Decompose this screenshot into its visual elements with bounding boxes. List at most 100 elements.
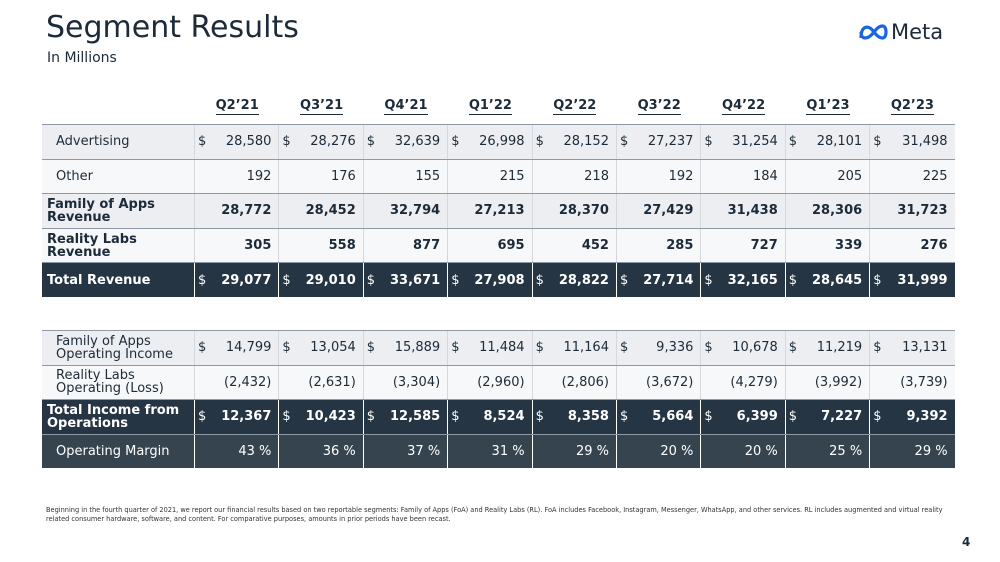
- value: 276: [920, 238, 948, 254]
- value-cell: $11,219: [786, 331, 871, 365]
- currency-symbol: $: [788, 272, 798, 288]
- value-cell: $12,585: [364, 400, 449, 434]
- currency-symbol: $: [788, 134, 798, 150]
- table-row: Advertising $28,580 $28,276 $32,639 $26,998 $…: [42, 124, 955, 159]
- row-label-cell: Reality Labs Revenue: [42, 228, 195, 263]
- value: 31,254: [732, 134, 778, 150]
- value: 10,678: [732, 340, 778, 356]
- value: 339: [835, 238, 863, 254]
- value: 6,399: [736, 409, 778, 425]
- row-label-cell: Family of Apps Operating Income: [42, 331, 195, 365]
- value-cell: 276: [870, 229, 954, 263]
- value-cell: 305: [195, 228, 280, 263]
- value: 285: [666, 238, 694, 254]
- value-cell: (3,304): [364, 365, 449, 400]
- currency-symbol: $: [198, 272, 207, 288]
- value: 28,772: [221, 203, 272, 219]
- value-cell: $28,101: [786, 125, 871, 159]
- value-cell: 695: [448, 228, 533, 263]
- row-label: Operations: [47, 415, 128, 431]
- value-cell: $6,399: [701, 400, 786, 434]
- value: 558: [328, 238, 356, 254]
- value-cell: 29 %: [870, 435, 954, 469]
- value: 176: [330, 168, 356, 184]
- currency-symbol: $: [451, 340, 460, 356]
- value-cell: 31,438: [701, 194, 786, 228]
- value: 12,367: [221, 409, 272, 425]
- column-header-text: Q2’22: [553, 98, 597, 115]
- currency-symbol: $: [788, 340, 798, 356]
- value-cell: 285: [617, 228, 702, 263]
- value: 13,131: [902, 340, 948, 356]
- value: (3,739): [900, 374, 948, 390]
- column-header-text: Q2’23: [890, 98, 934, 115]
- value: 29 %: [575, 444, 609, 460]
- value: 28,276: [310, 134, 356, 150]
- value: 31,498: [902, 134, 948, 150]
- value: 192: [668, 168, 694, 184]
- row-label: Operating Income: [56, 346, 173, 362]
- currency-symbol: $: [873, 340, 882, 356]
- column-header-text: Q3’21: [300, 98, 344, 115]
- value: 8,358: [567, 409, 609, 425]
- currency-symbol: $: [282, 134, 291, 150]
- value: 28,822: [558, 272, 609, 288]
- footnote: Beginning in the fourth quarter of 2021,…: [46, 506, 943, 523]
- value-cell: $28,645: [786, 263, 871, 297]
- value-cell: 29 %: [533, 434, 617, 469]
- value: 305: [244, 238, 272, 254]
- value-cell: 31 %: [448, 434, 533, 469]
- value: 27,429: [643, 203, 694, 219]
- currency-symbol: $: [535, 272, 544, 288]
- value: 28,306: [812, 203, 863, 219]
- table-row: Reality Labs Operating (Loss) (2,432) (2,63…: [42, 364, 955, 400]
- table-row: Other 192 176 155 215 218 192 184 205 225: [42, 158, 955, 194]
- currency-symbol: $: [451, 134, 460, 150]
- value-cell: $32,639: [364, 125, 449, 159]
- row-label: Operating Margin: [56, 444, 170, 460]
- value: 28,370: [558, 203, 609, 219]
- value-cell: 877: [364, 228, 449, 263]
- row-label-cell: Total Revenue: [42, 263, 195, 297]
- value: 27,237: [647, 134, 694, 150]
- currency-symbol: $: [366, 134, 376, 150]
- currency-symbol: $: [535, 134, 544, 150]
- value-cell: $15,889: [364, 331, 449, 365]
- value: 32,639: [394, 134, 441, 150]
- value: 215: [499, 168, 525, 184]
- currency-symbol: $: [873, 409, 882, 425]
- row-label: Revenue: [47, 209, 111, 225]
- value-cell: (3,739): [870, 366, 954, 400]
- value: 31 %: [491, 444, 525, 460]
- value: 28,452: [305, 203, 356, 219]
- value: (2,631): [308, 374, 356, 390]
- column-header: Q4’21: [364, 98, 448, 115]
- value-cell: $5,664: [617, 400, 702, 434]
- value-cell: 43 %: [195, 434, 280, 469]
- value-cell: 225: [870, 160, 954, 194]
- currency-symbol: $: [873, 272, 882, 288]
- table-row: Family of Apps Revenue 28,772 28,452 32,794 2…: [42, 193, 955, 228]
- value-cell: 27,429: [617, 194, 702, 228]
- column-header: Q1’23: [786, 98, 870, 115]
- value: 31,723: [897, 203, 948, 219]
- value-cell: (4,279): [701, 365, 786, 400]
- currency-symbol: $: [282, 340, 291, 356]
- currency-symbol: $: [451, 272, 460, 288]
- column-header-text: Q1’23: [806, 98, 850, 115]
- value: 26,998: [479, 134, 525, 150]
- value-cell: 36 %: [279, 434, 364, 469]
- value: (2,960): [477, 374, 525, 390]
- currency-symbol: $: [620, 134, 629, 150]
- value: (2,806): [561, 374, 609, 390]
- currency-symbol: $: [282, 409, 291, 425]
- currency-symbol: $: [873, 134, 882, 150]
- value: 27,714: [643, 272, 694, 288]
- value-cell: $28,822: [533, 263, 617, 297]
- currency-symbol: $: [788, 409, 798, 425]
- value-cell: $29,077: [195, 263, 280, 297]
- value: 28,152: [563, 134, 609, 150]
- value-cell: 215: [448, 159, 533, 194]
- currency-symbol: $: [704, 272, 713, 288]
